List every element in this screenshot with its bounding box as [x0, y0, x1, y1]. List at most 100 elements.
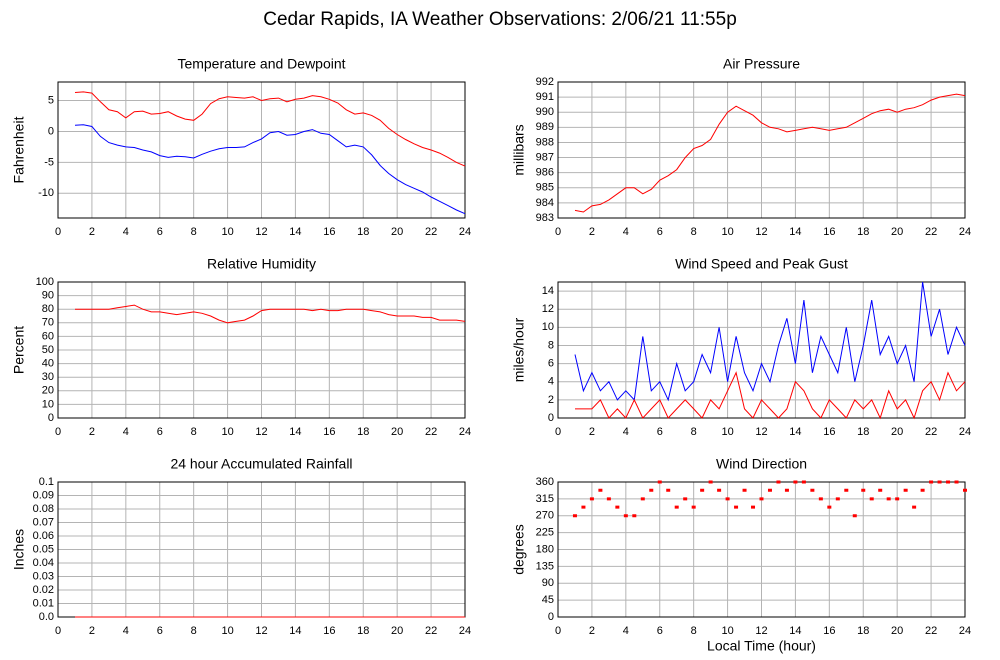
x-tick-label: 4 — [623, 426, 629, 438]
y-tick-label: 991 — [536, 91, 554, 103]
y-tick-label: 986 — [536, 167, 554, 179]
plot-frame — [557, 81, 966, 219]
x-tick-label: 22 — [425, 625, 437, 637]
y-tick-label: 6 — [548, 358, 554, 370]
y-tick-label: 100 — [36, 276, 54, 288]
x-tick-label: 8 — [191, 426, 197, 438]
x-tick-label: 14 — [789, 625, 801, 637]
x-tick-label: 2 — [589, 226, 595, 238]
y-axis-label: miles/hour — [511, 317, 527, 382]
data-point — [666, 488, 671, 492]
y-tick-label: 90 — [42, 290, 54, 302]
x-tick-label: 20 — [891, 625, 903, 637]
x-tick-label: 8 — [691, 226, 697, 238]
x-tick-label: 16 — [323, 426, 335, 438]
x-tick-label: 12 — [755, 226, 767, 238]
x-tick-label: 18 — [357, 625, 369, 637]
data-point — [776, 480, 781, 484]
x-tick-label: 10 — [721, 625, 733, 637]
x-tick-label: 2 — [589, 426, 595, 438]
data-point — [835, 497, 840, 501]
x-tick-label: 24 — [959, 226, 971, 238]
x-tick-label: 16 — [323, 226, 335, 238]
x-tick-label: 22 — [425, 426, 437, 438]
x-tick-label: 10 — [221, 625, 233, 637]
x-tick-label: 4 — [123, 625, 129, 637]
x-tick-label: 8 — [691, 426, 697, 438]
data-point — [954, 480, 959, 484]
x-tick-label: 0 — [55, 226, 61, 238]
data-point — [674, 505, 679, 509]
data-point — [598, 488, 603, 492]
data-point — [649, 488, 654, 492]
y-tick-label: 0.07 — [33, 516, 54, 528]
y-tick-label: 30 — [42, 371, 54, 383]
data-point — [759, 497, 764, 501]
x-tick-label: 14 — [789, 426, 801, 438]
plot-frame — [557, 481, 966, 618]
data-point — [886, 497, 891, 501]
y-tick-label: 2 — [548, 394, 554, 406]
x-tick-label: 0 — [555, 426, 561, 438]
data-point — [861, 488, 866, 492]
x-tick-label: 10 — [721, 426, 733, 438]
y-tick-label: 12 — [542, 303, 554, 315]
y-tick-label: 20 — [42, 385, 54, 397]
data-point — [784, 488, 789, 492]
x-tick-label: 10 — [221, 426, 233, 438]
x-tick-label: 18 — [857, 625, 869, 637]
y-tick-label: 14 — [542, 285, 554, 297]
data-point — [640, 497, 645, 501]
y-tick-label: 0.06 — [33, 530, 54, 542]
data-point — [793, 480, 798, 484]
x-tick-label: 16 — [823, 426, 835, 438]
x-tick-label: 4 — [123, 226, 129, 238]
chart-title: 24 hour Accumulated Rainfall — [170, 456, 352, 472]
y-tick-label: 10 — [42, 398, 54, 410]
data-point — [869, 497, 874, 501]
x-tick-label: 20 — [891, 226, 903, 238]
data-point — [581, 505, 586, 509]
chart-title: Air Pressure — [723, 56, 800, 72]
y-tick-label: 0.0 — [39, 611, 54, 623]
x-tick-label: 16 — [823, 625, 835, 637]
x-tick-label: 6 — [657, 226, 663, 238]
data-point — [615, 505, 620, 509]
x-tick-label: 12 — [755, 625, 767, 637]
data-point — [751, 505, 756, 509]
data-line — [574, 281, 966, 402]
y-tick-label: 270 — [536, 510, 554, 522]
x-tick-label: 0 — [55, 625, 61, 637]
x-tick-label: 16 — [323, 625, 335, 637]
page-title: Cedar Rapids, IA Weather Observations: 2… — [263, 9, 737, 30]
y-tick-label: 80 — [42, 303, 54, 315]
data-point — [937, 480, 942, 484]
data-point — [700, 488, 705, 492]
y-axis-label: degrees — [511, 524, 527, 575]
y-tick-label: 0.02 — [33, 584, 54, 596]
data-point — [801, 480, 806, 484]
y-tick-label: 984 — [536, 197, 554, 209]
x-tick-label: 18 — [357, 426, 369, 438]
y-tick-label: 60 — [42, 330, 54, 342]
x-tick-label: 0 — [55, 426, 61, 438]
data-point — [827, 505, 832, 509]
data-point — [632, 514, 637, 518]
x-tick-label: 6 — [157, 426, 163, 438]
y-axis-label: millibars — [511, 124, 527, 175]
x-tick-label: 18 — [357, 226, 369, 238]
chart-title: Wind Speed and Peak Gust — [675, 256, 848, 272]
y-tick-label: 10 — [542, 321, 554, 333]
x-tick-label: 2 — [89, 226, 95, 238]
x-tick-label: 24 — [459, 226, 471, 238]
data-point — [946, 480, 951, 484]
chart-title: Relative Humidity — [207, 256, 316, 272]
data-point — [657, 480, 662, 484]
data-point — [963, 488, 967, 492]
y-axis-label: Percent — [11, 326, 27, 374]
y-tick-label: 180 — [536, 543, 554, 555]
y-tick-label: 45 — [542, 594, 554, 606]
x-tick-label: 0 — [555, 226, 561, 238]
y-tick-label: 0.09 — [33, 489, 54, 501]
y-tick-label: 90 — [542, 577, 554, 589]
